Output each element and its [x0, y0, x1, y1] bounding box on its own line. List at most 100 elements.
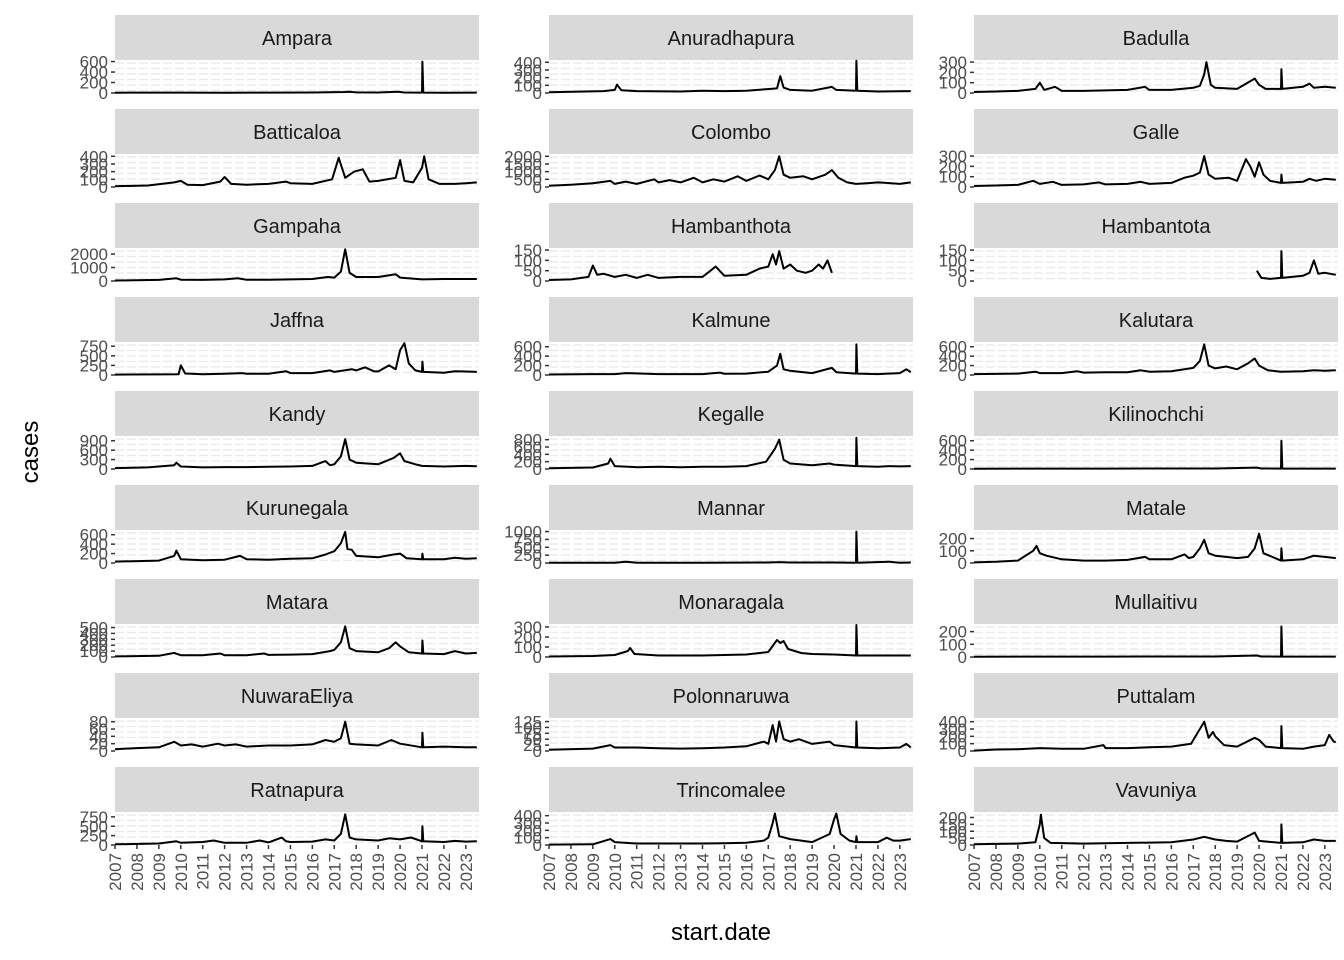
facet-panels: Ampara0200400600Anuradhapura010020030040…: [70, 15, 1338, 891]
facet-strip: [549, 579, 913, 624]
series-line: [548, 155, 911, 187]
y-tick-label: 1500: [504, 155, 542, 174]
series-line: [973, 813, 1336, 846]
x-tick-label: 2016: [303, 853, 322, 891]
y-tick-label: 0: [533, 836, 542, 855]
y-tick-label: 80: [89, 713, 108, 732]
y-axis-title: cases: [17, 421, 44, 484]
plot-area: [115, 624, 479, 657]
facet-label: Kilinochchi: [1108, 404, 1204, 426]
facet-strip: [549, 673, 913, 718]
x-tick-label: 2022: [1294, 853, 1313, 891]
facet-label: Colombo: [691, 122, 771, 144]
facet-strip: [974, 203, 1338, 248]
y-tick-label: 300: [939, 53, 967, 72]
y-tick-label: 300: [939, 720, 967, 739]
y-tick-label: 600: [80, 526, 108, 545]
x-tick-label: 2015: [1140, 853, 1159, 891]
y-tick-label: 0: [99, 178, 108, 197]
y-tick-label: 0: [99, 836, 108, 855]
plot-area: [549, 530, 913, 563]
y-tick-label: 800: [514, 431, 542, 450]
facet-label: Mullaitivu: [1114, 592, 1197, 614]
facet-strip: [974, 485, 1338, 530]
x-tick-label: 2009: [584, 853, 603, 891]
facet-label: Anuradhapura: [668, 28, 796, 50]
y-tick-label: 300: [514, 618, 542, 637]
y-tick-label: 400: [514, 53, 542, 72]
x-tick-label: 2011: [628, 853, 647, 890]
facet-strip: [549, 391, 913, 436]
x-tick-label: 2011: [1053, 853, 1072, 890]
series-line: [973, 532, 1336, 564]
y-tick-label: 100: [514, 76, 542, 95]
y-tick-label: 400: [939, 713, 967, 732]
y-tick-label: 100: [939, 168, 967, 187]
facet-label: Hambanthota: [671, 216, 792, 238]
facet-strip: [115, 673, 479, 718]
y-tick-label: 750: [514, 530, 542, 549]
y-tick-label: 300: [80, 451, 108, 470]
y-tick-label: 100: [514, 251, 542, 270]
plot-area: [549, 342, 913, 375]
y-tick-label: 200: [939, 727, 967, 746]
y-tick-label: 200: [514, 453, 542, 472]
x-tick-label: 2018: [1206, 853, 1225, 891]
y-tick-label: 0: [533, 178, 542, 197]
y-tick-label: 750: [80, 808, 108, 827]
plot-area: [549, 60, 913, 93]
y-tick-label: 0: [958, 836, 967, 855]
y-tick-label: 50: [948, 262, 967, 281]
y-tick-label: 500: [80, 619, 108, 638]
y-tick-label: 200: [939, 451, 967, 470]
facet-label: Ratnapura: [250, 780, 344, 802]
y-tick-label: 0: [533, 648, 542, 667]
x-tick-label: 2010: [606, 853, 625, 891]
x-tick-label: 2018: [781, 853, 800, 891]
series-line: [548, 720, 912, 751]
plot-area: [549, 812, 913, 845]
y-tick-label: 0: [99, 554, 108, 573]
facet-label: Kalutara: [1119, 310, 1194, 332]
plot-area: [115, 812, 479, 845]
y-tick-label: 400: [939, 441, 967, 460]
y-tick-label: 50: [523, 730, 542, 749]
x-tick-label: 2008: [562, 853, 581, 891]
series-line: [548, 250, 833, 281]
plot-area: [115, 248, 479, 281]
y-tick-label: 200: [80, 74, 108, 93]
facet-strip: [115, 15, 479, 60]
y-tick-label: 1000: [70, 259, 108, 278]
y-tick-label: 300: [514, 814, 542, 833]
series-line: [973, 61, 1336, 93]
x-tick-label: 2022: [869, 853, 888, 891]
facet-strip: [974, 109, 1338, 154]
y-tick-label: 200: [939, 530, 967, 549]
facet-strip: [549, 485, 913, 530]
x-tick-label: 2019: [803, 853, 822, 891]
x-tick-label: 2012: [1075, 853, 1094, 891]
series-line: [973, 343, 1336, 376]
x-tick-label: 2021: [1272, 853, 1291, 891]
y-tick-label: 0: [533, 742, 542, 761]
x-tick-label: 2008: [128, 853, 147, 891]
x-tick-label: 2007: [540, 853, 559, 891]
series-line: [973, 720, 1337, 752]
facet-strip: [549, 767, 913, 812]
series-line: [548, 59, 911, 94]
plot-area: [974, 718, 1338, 751]
facet-strip: [974, 15, 1338, 60]
y-tick-label: 200: [939, 809, 967, 828]
y-tick-label: 500: [80, 347, 108, 366]
facet-label: Matara: [266, 592, 329, 614]
